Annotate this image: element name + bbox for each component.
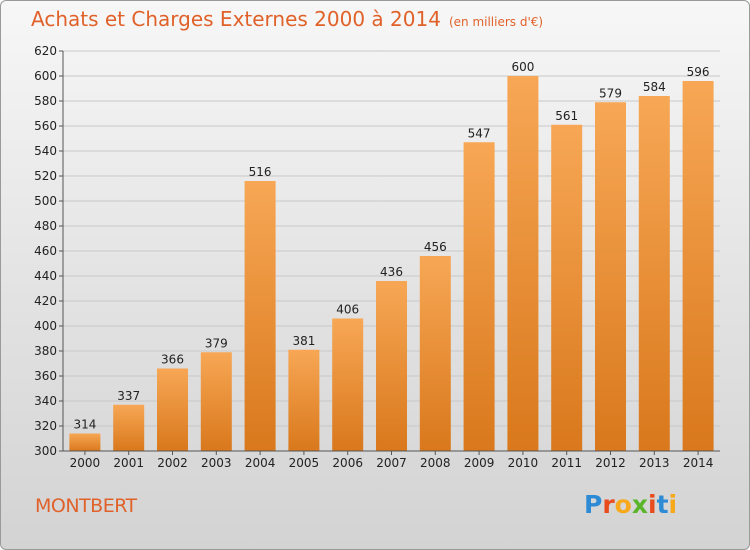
y-tick-label: 460 (34, 244, 57, 258)
y-tick-label: 500 (34, 194, 57, 208)
y-tick-label: 540 (34, 144, 57, 158)
data-label: 379 (205, 336, 228, 350)
x-tick-label: 2004 (245, 456, 276, 470)
data-label: 600 (511, 60, 534, 74)
proxiti-logo: Proxiti (584, 490, 677, 519)
x-tick-label: 2014 (683, 456, 714, 470)
y-tick-label: 560 (34, 119, 57, 133)
x-tick-label: 2001 (113, 456, 144, 470)
data-label: 436 (380, 265, 403, 279)
y-tick-label: 360 (34, 369, 57, 383)
bar (113, 404, 145, 451)
x-tick-label: 2012 (595, 456, 626, 470)
y-tick-label: 520 (34, 169, 57, 183)
data-label: 516 (249, 165, 272, 179)
bars: 314 337 366 379 516 381 406 436 456 547 600 561 579 5… (69, 60, 714, 451)
bar (332, 318, 364, 451)
x-axis: 2000 2001 2002 2003 2004 2005 2006 2007 2008 2009… (63, 450, 720, 470)
x-tick-label: 2010 (508, 456, 539, 470)
data-label: 579 (599, 86, 622, 100)
y-tick-label: 440 (34, 269, 57, 283)
bar (157, 368, 188, 451)
data-label: 456 (424, 240, 447, 254)
y-tick-label: 480 (34, 219, 57, 233)
x-tick-label: 2007 (376, 456, 407, 470)
bar (244, 181, 276, 451)
y-tick-label: 420 (34, 294, 57, 308)
chart-title: Achats et Charges Externes 2000 à 2014 (e… (31, 7, 543, 31)
x-tick-label: 2011 (551, 456, 582, 470)
data-label: 314 (73, 418, 96, 432)
y-tick-label: 620 (34, 44, 57, 58)
data-label: 337 (117, 389, 140, 403)
bar (376, 281, 407, 451)
bar (551, 124, 583, 451)
bar (463, 142, 495, 451)
logo-letter: o (614, 490, 632, 519)
x-tick-label: 2009 (464, 456, 495, 470)
x-tick-label: 2000 (70, 456, 101, 470)
y-tick-label: 340 (34, 394, 57, 408)
bar (419, 256, 451, 451)
bar (638, 96, 670, 451)
data-label: 381 (292, 334, 315, 348)
y-tick-label: 600 (34, 69, 57, 83)
data-label: 596 (687, 65, 710, 79)
y-axis: 300 320 340 360 380 400 420 440 460 480 500 520 540 5… (34, 44, 64, 458)
data-label: 366 (161, 353, 184, 367)
bar (682, 81, 714, 451)
data-label: 406 (336, 303, 359, 317)
logo-letter: i (648, 490, 657, 519)
x-tick-label: 2003 (201, 456, 232, 470)
y-tick-label: 300 (34, 444, 57, 458)
y-tick-label: 400 (34, 319, 57, 333)
logo-letter: P (584, 490, 603, 519)
bar (595, 102, 626, 451)
x-tick-label: 2005 (289, 456, 320, 470)
x-tick-label: 2008 (420, 456, 451, 470)
logo-letter: t (656, 490, 669, 519)
title-text: Achats et Charges Externes 2000 à 2014 (31, 7, 441, 31)
data-label: 584 (643, 80, 666, 94)
logo-letter: x (631, 490, 648, 519)
data-label: 561 (555, 109, 578, 123)
unit-label: (en milliers d'€) (448, 15, 544, 29)
y-tick-label: 320 (34, 419, 57, 433)
x-tick-label: 2002 (157, 456, 188, 470)
bar (288, 349, 320, 451)
logo-letter: r (602, 490, 615, 519)
y-tick-label: 580 (34, 94, 57, 108)
x-tick-label: 2006 (332, 456, 363, 470)
y-tick-label: 380 (34, 344, 57, 358)
x-tick-label: 2013 (639, 456, 670, 470)
bar (507, 76, 539, 451)
logo-letter: i (668, 490, 678, 519)
place-name: MONTBERT (35, 495, 137, 517)
bar (69, 433, 101, 451)
data-label: 547 (468, 126, 491, 140)
bar (200, 352, 232, 451)
